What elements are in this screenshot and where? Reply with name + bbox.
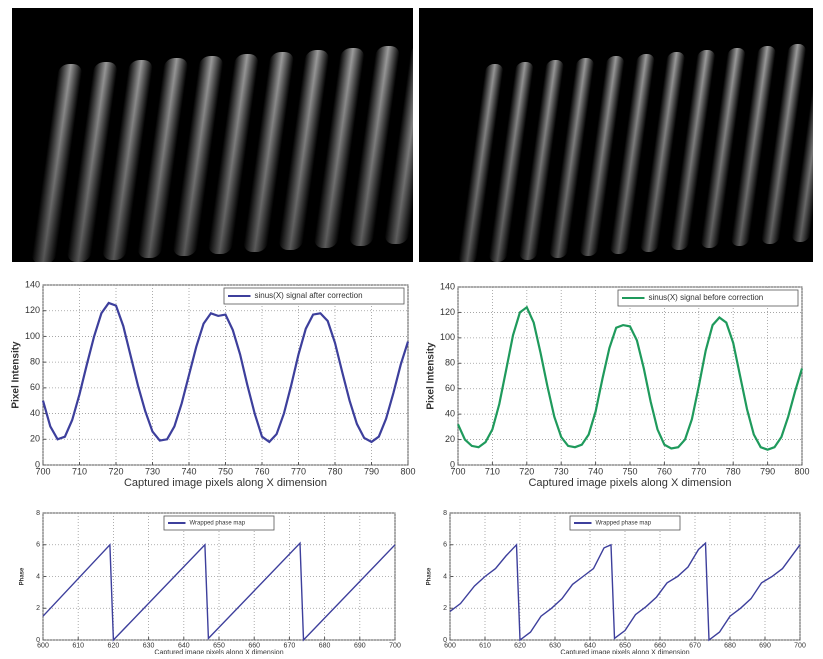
fringe-image-left	[12, 8, 413, 262]
x-tick-label: 660	[654, 642, 666, 649]
y-tick-label: 8	[36, 510, 40, 517]
x-tick-label: 720	[519, 467, 534, 477]
y-tick-label: 20	[445, 434, 455, 444]
x-tick-label: 640	[584, 642, 596, 649]
y-axis-label: Phase	[20, 567, 26, 585]
x-tick-label: 740	[181, 467, 196, 477]
x-tick-label: 770	[291, 467, 306, 477]
x-tick-label: 660	[248, 642, 260, 649]
x-tick-label: 780	[726, 467, 741, 477]
x-axis-label: Captured image pixels along X dimension	[154, 649, 283, 654]
legend-label: Wrapped phase map	[190, 521, 246, 527]
x-axis-label: Captured image pixels along X dimension	[528, 477, 731, 489]
x-tick-label: 750	[622, 467, 637, 477]
x-tick-label: 690	[354, 642, 366, 649]
plot-area	[457, 286, 803, 466]
y-tick-label: 140	[25, 279, 40, 289]
x-tick-label: 610	[72, 642, 84, 649]
x-tick-label: 670	[689, 642, 701, 649]
x-axis-label: Captured image pixels along X dimension	[124, 477, 327, 489]
y-tick-label: 40	[30, 408, 40, 418]
legend-label: sinus(X) signal after correction	[255, 291, 363, 300]
legend-box	[569, 515, 681, 531]
x-tick-label: 630	[143, 642, 155, 649]
x-axis-label: Captured image pixels along X dimension	[560, 649, 689, 654]
y-tick-label: 20	[30, 434, 40, 444]
y-tick-label: 80	[445, 358, 455, 368]
x-tick-label: 790	[760, 467, 775, 477]
y-tick-label: 0	[443, 637, 447, 644]
x-tick-label: 800	[794, 467, 809, 477]
x-tick-label: 670	[284, 642, 296, 649]
legend-box	[617, 289, 799, 307]
x-tick-label: 700	[450, 467, 465, 477]
y-tick-label: 60	[445, 383, 455, 393]
data-line	[41, 301, 410, 444]
x-tick-label: 780	[327, 467, 342, 477]
y-tick-label: 4	[36, 573, 40, 580]
x-tick-label: 610	[479, 642, 491, 649]
x-tick-label: 600	[37, 642, 49, 649]
y-axis-label: Pixel Intensity	[426, 342, 437, 410]
x-tick-label: 680	[319, 642, 331, 649]
y-axis-label: Phase	[427, 567, 433, 585]
y-tick-label: 60	[30, 382, 40, 392]
y-tick-label: 120	[440, 307, 455, 317]
x-tick-label: 710	[72, 467, 87, 477]
x-tick-label: 800	[400, 467, 415, 477]
x-tick-label: 760	[657, 467, 672, 477]
x-tick-label: 620	[514, 642, 526, 649]
y-tick-label: 100	[25, 331, 40, 341]
x-tick-label: 730	[145, 467, 160, 477]
y-tick-label: 8	[443, 510, 447, 517]
x-tick-label: 680	[724, 642, 736, 649]
x-tick-label: 760	[254, 467, 269, 477]
y-tick-label: 2	[36, 605, 40, 612]
y-tick-label: 6	[36, 542, 40, 549]
y-tick-label: 0	[35, 459, 40, 469]
x-tick-label: 640	[178, 642, 190, 649]
y-tick-label: 120	[25, 305, 40, 315]
legend-box	[163, 515, 275, 531]
fringe-image-right	[419, 8, 813, 262]
x-tick-label: 600	[444, 642, 456, 649]
y-tick-label: 40	[445, 409, 455, 419]
x-tick-label: 620	[108, 642, 120, 649]
x-tick-label: 750	[218, 467, 233, 477]
y-tick-label: 0	[36, 637, 40, 644]
y-tick-label: 140	[440, 281, 455, 291]
y-axis-label: Pixel Intensity	[11, 341, 22, 409]
y-tick-label: 2	[443, 605, 447, 612]
x-tick-label: 700	[35, 467, 50, 477]
x-tick-label: 710	[485, 467, 500, 477]
x-tick-label: 720	[108, 467, 123, 477]
x-tick-label: 650	[619, 642, 631, 649]
x-tick-label: 790	[364, 467, 379, 477]
data-line	[449, 541, 801, 642]
data-line	[456, 305, 804, 451]
legend-label: sinus(X) signal before correction	[649, 293, 764, 302]
x-tick-label: 700	[389, 642, 401, 649]
x-tick-label: 700	[794, 642, 806, 649]
x-tick-label: 770	[691, 467, 706, 477]
y-tick-label: 100	[440, 332, 455, 342]
x-tick-label: 650	[213, 642, 225, 649]
x-tick-label: 740	[588, 467, 603, 477]
y-tick-label: 6	[443, 542, 447, 549]
y-tick-label: 4	[443, 573, 447, 580]
y-tick-label: 0	[450, 459, 455, 469]
y-tick-label: 80	[30, 357, 40, 367]
x-tick-label: 630	[549, 642, 561, 649]
x-tick-label: 690	[759, 642, 771, 649]
x-tick-label: 730	[554, 467, 569, 477]
data-line	[42, 541, 396, 642]
legend-box	[223, 287, 405, 305]
legend-label: Wrapped phase map	[596, 521, 652, 527]
